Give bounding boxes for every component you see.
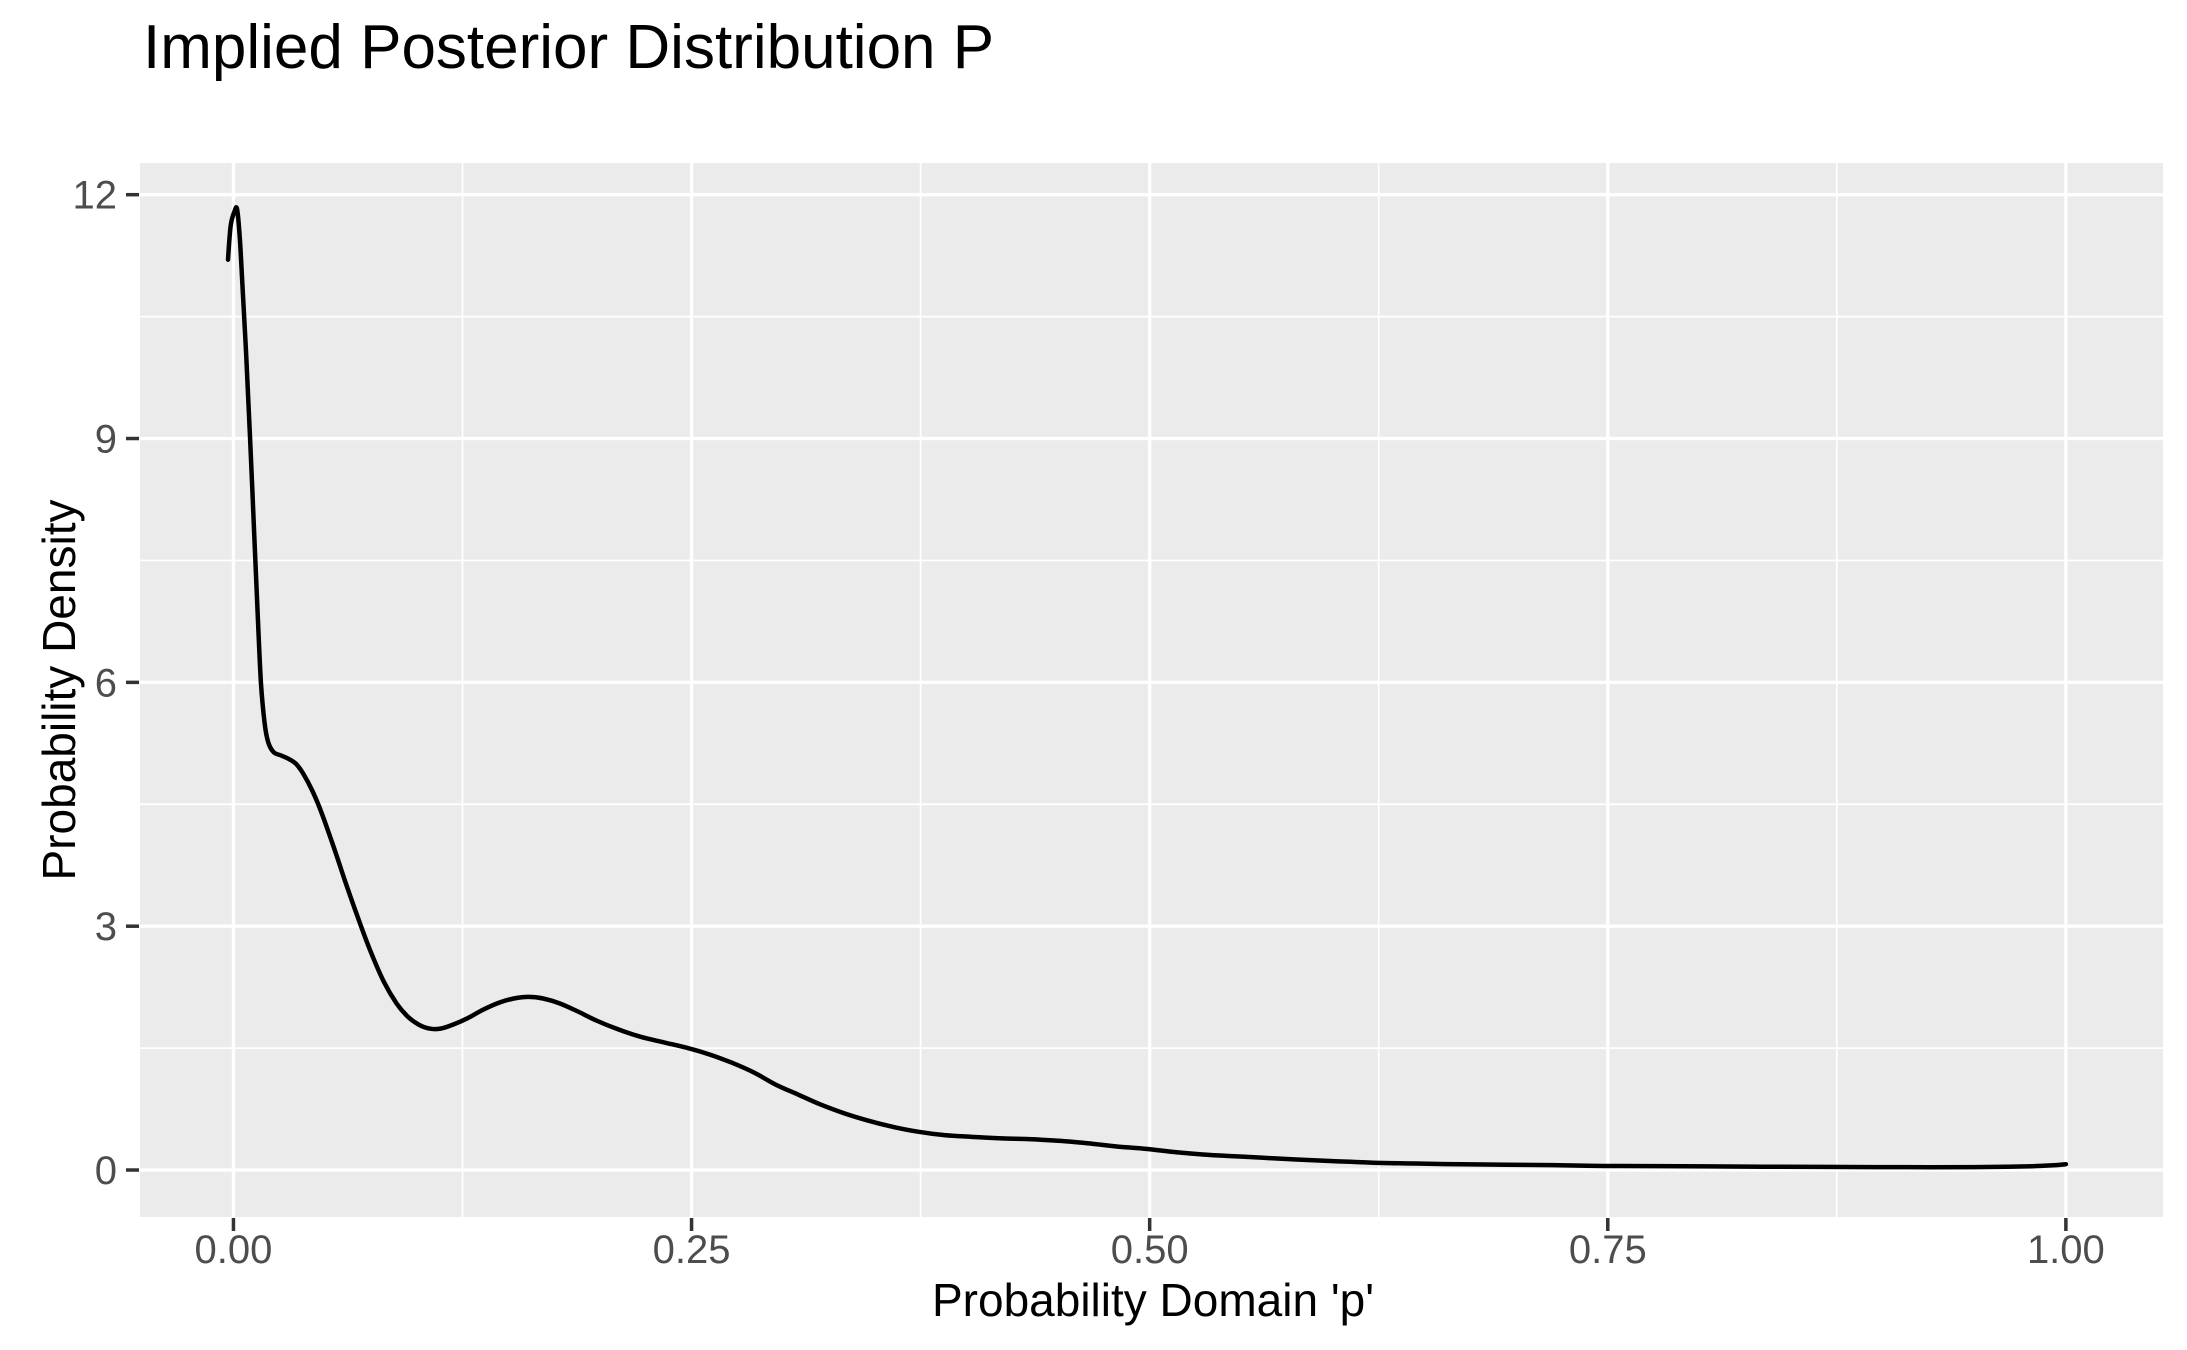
x-axis-title: Probability Domain 'p'	[932, 1274, 1374, 1326]
y-tick-label: 3	[95, 905, 117, 949]
plot-title: Implied Posterior Distribution P	[143, 13, 994, 82]
y-tick-label: 6	[95, 661, 117, 705]
major-gridlines	[140, 163, 2163, 1217]
plot-panel-background	[140, 163, 2163, 1217]
y-tick-label: 12	[73, 174, 118, 218]
y-tick-label: 9	[95, 418, 117, 462]
x-tick-label: 0.75	[1569, 1228, 1647, 1272]
x-tick-label: 0.50	[1111, 1228, 1189, 1272]
x-axis-ticks: 0.00 0.25 0.50 0.75 1.00	[195, 1218, 2105, 1272]
x-tick-label: 0.00	[195, 1228, 273, 1272]
y-tick-label: 0	[95, 1149, 117, 1193]
minor-gridlines	[140, 163, 2163, 1217]
density-curve	[225, 205, 2069, 1170]
y-axis-title: Probability Density	[33, 500, 85, 881]
y-axis-ticks: 0 3 6 9 12	[73, 174, 139, 1193]
x-tick-label: 0.25	[653, 1228, 731, 1272]
x-tick-label: 1.00	[2027, 1228, 2105, 1272]
